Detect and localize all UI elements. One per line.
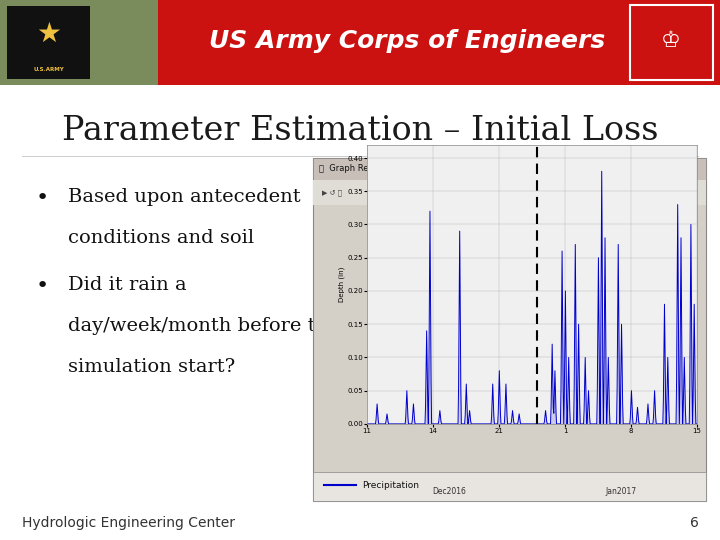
Text: 📈  Graph Results: 📈 Graph Results <box>319 165 388 173</box>
Y-axis label: Depth (in): Depth (in) <box>338 267 344 302</box>
Text: •: • <box>36 276 49 296</box>
Text: Jan2017: Jan2017 <box>606 487 636 496</box>
Bar <box>158 0 720 85</box>
Bar <box>313 158 706 180</box>
Bar <box>7 6 90 79</box>
Text: _: _ <box>664 165 668 173</box>
Text: 6: 6 <box>690 516 698 530</box>
Bar <box>630 5 713 80</box>
Bar <box>313 472 706 501</box>
Text: Parameter Estimation – Initial Loss: Parameter Estimation – Initial Loss <box>62 115 658 147</box>
Text: US Army Corps of Engineers: US Army Corps of Engineers <box>209 29 605 53</box>
Text: •: • <box>36 187 49 207</box>
Text: Precipitation: Precipitation <box>362 481 419 490</box>
Text: Dec2016: Dec2016 <box>433 487 467 496</box>
Text: simulation start?: simulation start? <box>68 358 235 376</box>
Text: conditions and soil: conditions and soil <box>68 228 255 247</box>
Bar <box>313 158 706 501</box>
Text: x: x <box>690 165 695 173</box>
Bar <box>0 0 158 85</box>
Text: ▶ ↺ 💾: ▶ ↺ 💾 <box>322 189 342 195</box>
Text: ★: ★ <box>37 20 61 48</box>
Text: Hydrologic Engineering Center: Hydrologic Engineering Center <box>22 516 235 530</box>
Text: Did it rain a: Did it rain a <box>68 276 187 294</box>
Text: Based upon antecedent: Based upon antecedent <box>68 187 301 206</box>
Text: day/week/month before the: day/week/month before the <box>68 317 340 335</box>
Bar <box>313 180 706 205</box>
Text: ♔: ♔ <box>661 31 681 51</box>
Text: U.S.ARMY: U.S.ARMY <box>34 68 64 72</box>
